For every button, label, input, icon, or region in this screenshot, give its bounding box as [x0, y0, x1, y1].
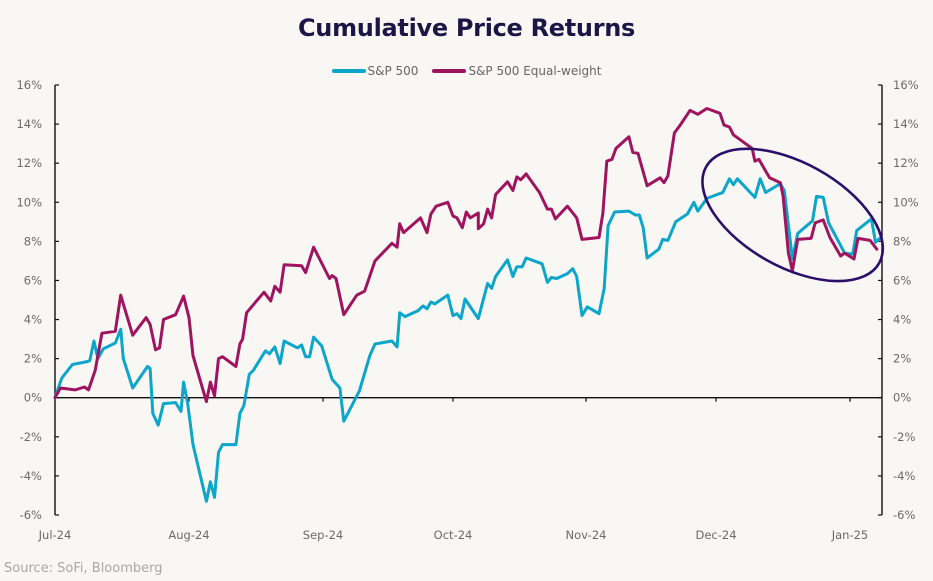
x-tick-label: Jan-25: [831, 528, 869, 542]
y-tick-label-right: 0%: [893, 391, 911, 405]
legend-swatch-equal-weight: [432, 69, 467, 73]
y-tick-label-left: 14%: [16, 117, 42, 131]
y-tick-label-right: -6%: [893, 508, 915, 522]
y-tick-label-left: 10%: [16, 195, 42, 209]
y-tick-label-left: -2%: [20, 430, 42, 444]
series-line-equal-weight: [53, 107, 879, 404]
y-tick-label-right: -4%: [893, 469, 915, 483]
y-tick-label-left: 0%: [24, 391, 42, 405]
legend-label-sp500: S&P 500: [367, 64, 419, 78]
source-note: Source: SoFi, Bloomberg: [4, 561, 163, 576]
x-tick-label: Oct-24: [434, 528, 473, 542]
legend-swatch-sp500: [331, 69, 366, 73]
x-tick-label: Dec-24: [695, 528, 736, 542]
y-tick-label-right: -2%: [893, 430, 915, 444]
x-tick-label: Sep-24: [303, 528, 343, 542]
y-tick-label-right: 8%: [893, 234, 911, 248]
series-line-sp500: [53, 177, 881, 503]
y-tick-label-left: 2%: [24, 352, 42, 366]
legend: S&P 500 S&P 500 Equal-weight: [0, 64, 933, 78]
legend-label-equal-weight: S&P 500 Equal-weight: [468, 64, 602, 78]
legend-item-sp500: S&P 500: [331, 64, 419, 78]
y-tick-label-left: 4%: [24, 313, 42, 327]
x-tick-label: Aug-24: [168, 528, 209, 542]
annotation-ellipse: [701, 147, 885, 283]
y-tick-label-right: 12%: [893, 156, 919, 170]
y-tick-label-right: 10%: [893, 195, 919, 209]
legend-item-equal-weight: S&P 500 Equal-weight: [432, 64, 601, 78]
y-tick-label-left: 16%: [16, 78, 42, 92]
y-tick-label-left: -4%: [20, 469, 42, 483]
y-tick-label-right: 14%: [893, 117, 919, 131]
y-tick-label-left: 8%: [24, 234, 42, 248]
x-tick-label: Nov-24: [566, 528, 607, 542]
chart-title: Cumulative Price Returns: [297, 14, 636, 42]
y-tick-label-right: 6%: [893, 273, 911, 287]
y-tick-label-right: 4%: [893, 313, 911, 327]
y-tick-label-right: 16%: [893, 78, 919, 92]
y-tick-label-left: 12%: [16, 156, 42, 170]
x-tick-label: Jul-24: [38, 528, 72, 542]
y-tick-label-left: -6%: [20, 508, 42, 522]
y-tick-label-right: 2%: [893, 352, 911, 366]
y-tick-label-left: 6%: [24, 273, 42, 287]
